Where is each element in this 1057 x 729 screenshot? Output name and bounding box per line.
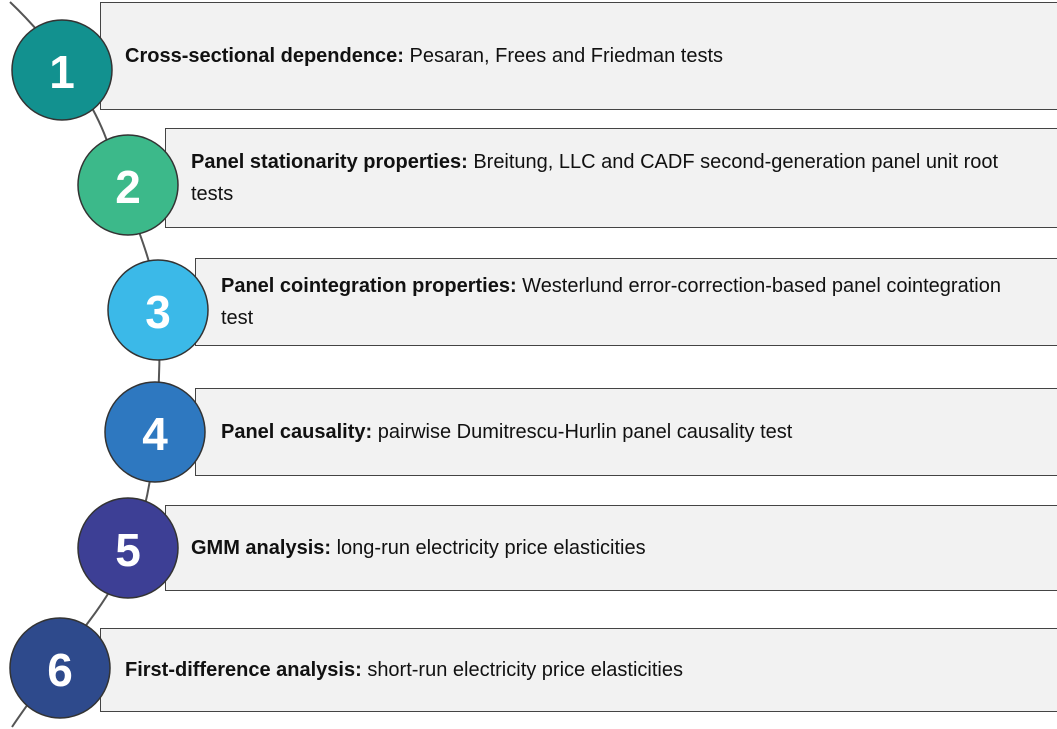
- step-number: 3: [145, 286, 171, 338]
- step-label: Panel causality:: [221, 421, 373, 443]
- step-box: First-difference analysis: short-run ele…: [100, 628, 1057, 712]
- step-box: Panel cointegration properties: Westerlu…: [195, 258, 1057, 346]
- step-text: Cross-sectional dependence: Pesaran, Fre…: [125, 40, 743, 72]
- step-description: pairwise Dumitrescu-Hurlin panel causali…: [377, 421, 793, 443]
- step-number: 2: [115, 161, 141, 213]
- step-label: Panel stationarity properties:: [191, 151, 468, 173]
- step-number: 4: [142, 408, 168, 460]
- step-description: Breitung, LLC and CADF second-generation…: [191, 151, 999, 205]
- step-circle: [9, 617, 111, 719]
- step-description: Pesaran, Frees and Friedman tests: [409, 45, 724, 67]
- step-text: Panel causality: pairwise Dumitrescu-Hur…: [221, 416, 812, 448]
- step-label: First-difference analysis:: [125, 659, 362, 681]
- step-text: GMM analysis: long-run electricity price…: [191, 532, 666, 564]
- step-box: Panel stationarity properties: Breitung,…: [165, 128, 1057, 228]
- connector-curve: [9, 1, 161, 728]
- step-box: GMM analysis: long-run electricity price…: [165, 505, 1057, 591]
- step-description: short-run electricity price elasticities: [367, 659, 683, 681]
- step-circle: [107, 259, 209, 361]
- step-number: 1: [49, 46, 75, 98]
- step-text: Panel cointegration properties: Westerlu…: [221, 270, 1057, 334]
- step-number: 5: [115, 524, 141, 576]
- step-text: First-difference analysis: short-run ele…: [125, 654, 703, 686]
- step-description: Westerlund error-correction-based panel …: [221, 275, 1001, 329]
- step-box: Cross-sectional dependence: Pesaran, Fre…: [100, 2, 1057, 110]
- step-text: Panel stationarity properties: Breitung,…: [191, 146, 1057, 210]
- step-label: GMM analysis:: [191, 537, 332, 559]
- step-label: Panel cointegration properties:: [221, 275, 517, 297]
- step-circle: [77, 497, 179, 599]
- step-label: Cross-sectional dependence:: [125, 45, 404, 67]
- step-circle: [77, 134, 179, 236]
- step-description: long-run electricity price elasticities: [336, 537, 646, 559]
- step-number: 6: [47, 644, 73, 696]
- step-box: Panel causality: pairwise Dumitrescu-Hur…: [195, 388, 1057, 476]
- step-circle: [11, 19, 113, 121]
- step-circle: [104, 381, 206, 483]
